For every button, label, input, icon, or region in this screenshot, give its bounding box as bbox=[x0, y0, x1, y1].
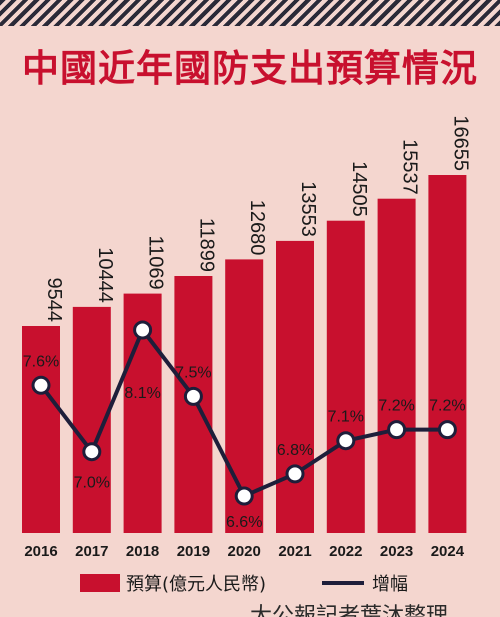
bar-value-label-2017: 10444 bbox=[94, 247, 116, 303]
bar-value-label-2016: 9544 bbox=[43, 278, 65, 323]
x-tick-label-2020: 2020 bbox=[228, 543, 261, 560]
legend: 預算(億元人民幣) 增幅 bbox=[0, 568, 500, 596]
growth-point-2020 bbox=[234, 486, 254, 506]
legend-bar-swatch bbox=[80, 574, 120, 592]
striped-border bbox=[0, 0, 500, 26]
growth-point-2016 bbox=[31, 375, 51, 395]
bar-2016 bbox=[22, 326, 60, 533]
growth-label-2018: 8.1% bbox=[124, 385, 160, 402]
bars-layer bbox=[22, 175, 467, 533]
growth-label-2021: 6.8% bbox=[277, 442, 313, 459]
x-tick-label-2016: 2016 bbox=[24, 543, 57, 560]
growth-label-2020: 6.6% bbox=[226, 514, 262, 531]
growth-point-2023 bbox=[387, 420, 407, 440]
bar-value-label-2020: 12680 bbox=[246, 200, 268, 256]
bar-value-label-2024: 16655 bbox=[449, 115, 471, 171]
bar-2022 bbox=[326, 220, 365, 533]
bar-value-label-2019: 11899 bbox=[195, 218, 217, 272]
x-tick-label-2019: 2019 bbox=[177, 543, 210, 560]
growth-label-2017: 7.0% bbox=[74, 475, 110, 492]
chart-area: 9544 2016 10444 2017 11069 2018 11899 2019 12680… bbox=[22, 115, 472, 560]
growth-label-2016: 7.6% bbox=[23, 353, 59, 370]
growth-label-2019: 7.5% bbox=[175, 364, 211, 381]
bar-value-label-2022: 14505 bbox=[348, 161, 370, 217]
bar-2023 bbox=[377, 198, 416, 533]
source-credit: 大公報記者葉沐整理 bbox=[250, 604, 449, 617]
bar-value-label-2021: 13553 bbox=[297, 181, 319, 237]
growth-label-2024: 7.2% bbox=[429, 398, 465, 415]
growth-point-2022 bbox=[336, 431, 356, 451]
growth-label-2023: 7.2% bbox=[378, 398, 414, 415]
x-tick-label-2018: 2018 bbox=[126, 543, 159, 560]
bar-2024 bbox=[428, 175, 467, 533]
growth-point-2021 bbox=[285, 464, 305, 484]
x-tick-label-2021: 2021 bbox=[278, 543, 311, 560]
x-tick-label-2023: 2023 bbox=[380, 543, 413, 560]
x-tick-label-2017: 2017 bbox=[75, 543, 108, 560]
growth-point-2019 bbox=[183, 386, 203, 406]
x-tick-label-2024: 2024 bbox=[431, 543, 465, 560]
x-tick-label-2022: 2022 bbox=[329, 543, 362, 560]
labels-layer: 9544 2016 10444 2017 11069 2018 11899 2019 12680… bbox=[23, 115, 472, 560]
growth-point-2024 bbox=[437, 420, 457, 440]
bar-value-label-2018: 11069 bbox=[145, 235, 167, 289]
bar-value-label-2023: 15537 bbox=[399, 139, 421, 195]
growth-point-2017 bbox=[82, 442, 102, 462]
legend-line-swatch bbox=[322, 581, 364, 585]
growth-point-2018 bbox=[133, 320, 153, 340]
growth-label-2022: 7.1% bbox=[328, 409, 364, 426]
bar-2021 bbox=[276, 240, 314, 533]
legend-line-label: 增幅 bbox=[372, 574, 408, 595]
legend-bar-label: 預算(億元人民幣) bbox=[126, 574, 267, 595]
chart-title: 中國近年國防支出預算情況 bbox=[22, 47, 478, 90]
line-layer bbox=[31, 320, 457, 506]
